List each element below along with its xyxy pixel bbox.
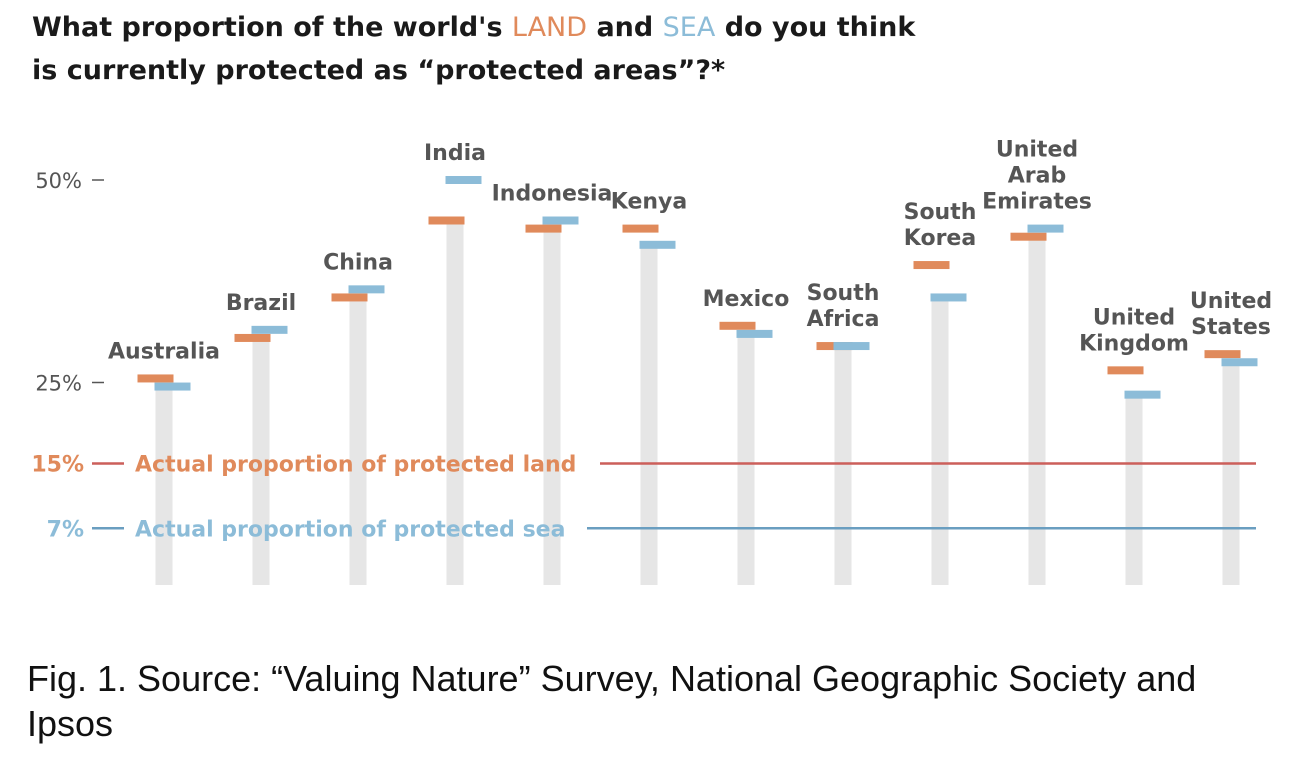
y-tick-label: 50% — [35, 169, 82, 193]
sea-marker — [1221, 358, 1258, 367]
category-label: United — [996, 138, 1078, 163]
category-label: Kenya — [611, 190, 687, 215]
reference-value-label: 15% — [31, 453, 84, 478]
land-marker — [913, 261, 950, 270]
reference-line-label: Actual proportion of protected sea — [135, 517, 565, 542]
category-label: Kingdom — [1079, 331, 1189, 356]
land-marker — [234, 333, 271, 342]
category-label: China — [323, 250, 393, 275]
reference-value-label: 7% — [47, 517, 84, 542]
category-label: Mexico — [703, 287, 790, 312]
land-marker — [525, 224, 562, 233]
chart-svg: 15% Actual proportion of protected land 7%… — [31, 138, 1272, 586]
category-label: Indonesia — [492, 182, 613, 207]
figure-caption: Fig. 1. Source: “Valuing Nature” Survey,… — [27, 658, 1197, 744]
land-marker — [719, 321, 756, 330]
land-marker — [1107, 366, 1144, 375]
category-bar — [640, 244, 658, 586]
sea-marker — [930, 293, 967, 302]
title-line2: is currently protected as “protected are… — [32, 55, 726, 86]
category-bar — [155, 386, 173, 585]
category-bar — [931, 297, 949, 585]
category-label: Emirates — [982, 190, 1092, 215]
title-middle: and — [587, 12, 663, 43]
land-marker — [428, 216, 465, 225]
sea-marker — [154, 382, 191, 391]
land-marker — [622, 224, 659, 233]
sea-marker — [251, 325, 288, 334]
sea-marker — [1027, 224, 1064, 233]
category-label: Korea — [904, 226, 976, 251]
sea-marker — [348, 285, 385, 294]
sea-marker — [445, 176, 482, 184]
title-prefix: What proportion of the world's — [32, 12, 512, 43]
land-marker — [331, 293, 368, 302]
category-label: Arab — [1008, 164, 1066, 189]
title-sea-word: SEA — [662, 12, 716, 43]
title-suffix: do you think — [715, 12, 916, 43]
category-label: United — [1093, 305, 1175, 330]
category-label: India — [424, 141, 486, 166]
land-marker — [1204, 350, 1241, 359]
land-marker — [137, 374, 174, 383]
title-land-word: LAND — [511, 12, 588, 43]
category-label: Australia — [108, 339, 220, 364]
sea-marker — [736, 329, 773, 338]
category-bar — [446, 220, 464, 585]
sea-marker — [639, 240, 676, 249]
reference-line-label: Actual proportion of protected land — [135, 453, 576, 478]
land-marker — [1010, 232, 1047, 241]
category-bar — [543, 228, 561, 585]
y-tick-label: 25% — [35, 372, 82, 396]
category-label: Brazil — [226, 291, 296, 316]
sea-marker — [833, 342, 870, 351]
category-bar — [252, 337, 270, 585]
category-label: United — [1190, 289, 1272, 314]
sea-marker — [1124, 390, 1161, 399]
category-bar — [1222, 362, 1240, 585]
category-label: South — [904, 200, 977, 225]
chart-title: What proportion of the world's LAND and … — [32, 6, 1032, 92]
sea-marker — [542, 216, 579, 225]
category-label: South — [807, 281, 880, 306]
category-label: Africa — [807, 307, 880, 332]
category-label: States — [1191, 315, 1271, 340]
category-bar — [1028, 236, 1046, 585]
category-bar — [737, 333, 755, 585]
category-bar — [1125, 394, 1143, 585]
category-bar — [834, 346, 852, 585]
category-bar — [349, 297, 367, 585]
